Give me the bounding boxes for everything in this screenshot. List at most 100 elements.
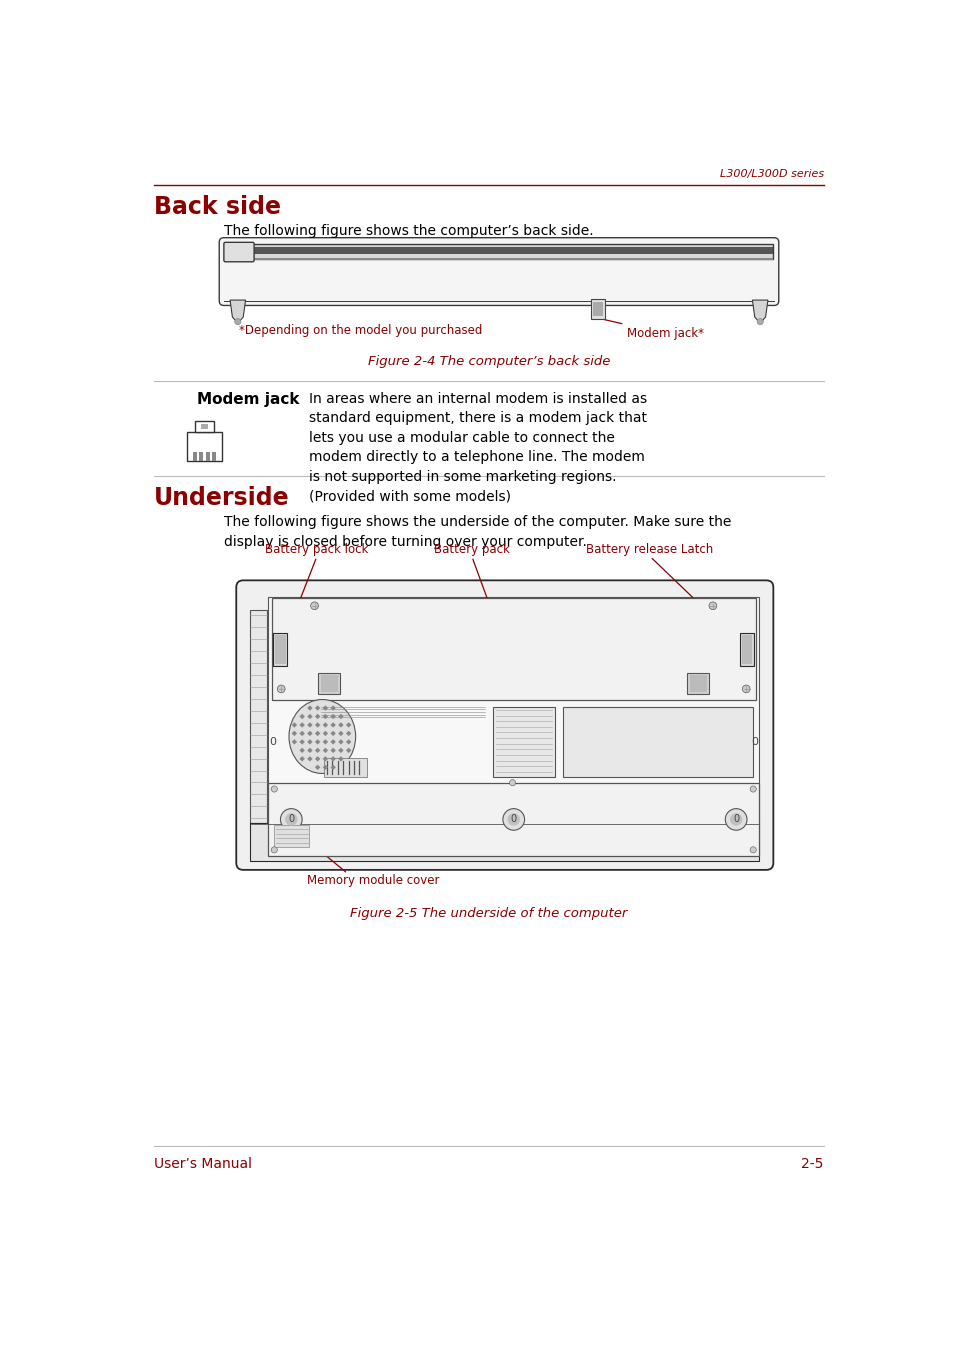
Polygon shape	[337, 730, 343, 735]
Polygon shape	[322, 730, 328, 735]
Bar	[201, 425, 208, 429]
Bar	[250, 610, 267, 823]
Bar	[187, 431, 221, 461]
Polygon shape	[292, 730, 296, 735]
Polygon shape	[322, 765, 328, 771]
Polygon shape	[322, 714, 328, 719]
Polygon shape	[330, 765, 335, 771]
Polygon shape	[307, 722, 313, 727]
Polygon shape	[330, 740, 335, 745]
Polygon shape	[299, 714, 305, 719]
Polygon shape	[299, 730, 305, 735]
Text: *Depending on the model you purchased: *Depending on the model you purchased	[239, 324, 482, 337]
Polygon shape	[346, 748, 351, 753]
Bar	[274, 635, 286, 664]
Polygon shape	[314, 714, 320, 719]
Polygon shape	[314, 740, 320, 745]
Polygon shape	[337, 748, 343, 753]
FancyBboxPatch shape	[219, 238, 778, 306]
Polygon shape	[346, 730, 351, 735]
Circle shape	[280, 808, 302, 830]
Polygon shape	[314, 748, 320, 753]
Circle shape	[749, 846, 756, 853]
Text: 0: 0	[732, 814, 739, 825]
Polygon shape	[322, 756, 328, 761]
Text: Figure 2-4 The computer’s back side: Figure 2-4 The computer’s back side	[367, 354, 610, 368]
Polygon shape	[230, 300, 245, 323]
Polygon shape	[307, 740, 313, 745]
Text: 0: 0	[288, 814, 294, 825]
Bar	[274, 825, 309, 846]
Text: Back side: Back side	[154, 195, 281, 219]
FancyBboxPatch shape	[224, 242, 253, 262]
Polygon shape	[337, 722, 343, 727]
Bar	[593, 301, 602, 316]
Text: Modem jack*: Modem jack*	[600, 319, 703, 339]
Text: Battery pack lock: Battery pack lock	[265, 544, 368, 557]
Bar	[272, 598, 755, 700]
Polygon shape	[314, 756, 320, 761]
Polygon shape	[307, 714, 313, 719]
Bar	[591, 299, 604, 319]
Polygon shape	[322, 706, 328, 711]
Text: The following figure shows the computer’s back side.: The following figure shows the computer’…	[224, 224, 593, 238]
Ellipse shape	[289, 699, 355, 773]
Bar	[562, 707, 753, 776]
Circle shape	[724, 808, 746, 830]
Circle shape	[285, 814, 297, 826]
Text: Figure 2-5 The underside of the computer: Figure 2-5 The underside of the computer	[350, 907, 627, 919]
Polygon shape	[292, 722, 296, 727]
Circle shape	[271, 846, 277, 853]
Polygon shape	[299, 722, 305, 727]
Polygon shape	[307, 756, 313, 761]
Polygon shape	[346, 722, 351, 727]
Text: User’s Manual: User’s Manual	[154, 1157, 252, 1171]
Bar	[199, 452, 203, 461]
Text: 0: 0	[750, 737, 758, 748]
Polygon shape	[330, 756, 335, 761]
Bar	[740, 634, 753, 665]
Circle shape	[509, 780, 516, 786]
Circle shape	[741, 685, 749, 692]
Circle shape	[708, 602, 716, 610]
Bar	[493, 707, 555, 776]
Bar	[740, 635, 752, 664]
Polygon shape	[322, 722, 328, 727]
Text: Underside: Underside	[154, 485, 290, 510]
Text: L300/L300D series: L300/L300D series	[719, 169, 822, 180]
Circle shape	[311, 602, 318, 610]
Text: Memory module cover: Memory module cover	[307, 873, 438, 887]
Bar	[323, 758, 367, 776]
Polygon shape	[299, 756, 305, 761]
Polygon shape	[330, 748, 335, 753]
Bar	[268, 783, 759, 856]
Polygon shape	[307, 730, 313, 735]
Text: The following figure shows the underside of the computer. Make sure the
display : The following figure shows the underside…	[224, 515, 731, 549]
Bar	[206, 452, 210, 461]
Polygon shape	[330, 706, 335, 711]
Bar	[225, 258, 772, 260]
Bar	[195, 420, 213, 431]
Polygon shape	[307, 748, 313, 753]
Polygon shape	[337, 756, 343, 761]
Bar	[225, 243, 772, 258]
Circle shape	[729, 814, 741, 826]
Polygon shape	[299, 740, 305, 745]
Circle shape	[234, 319, 241, 324]
Bar	[268, 596, 759, 823]
Text: Battery pack: Battery pack	[434, 544, 509, 557]
Text: 2-5: 2-5	[801, 1157, 822, 1171]
Bar	[193, 452, 197, 461]
Polygon shape	[299, 748, 305, 753]
Polygon shape	[337, 714, 343, 719]
Polygon shape	[330, 714, 335, 719]
Polygon shape	[330, 730, 335, 735]
Polygon shape	[292, 740, 296, 745]
Bar	[250, 823, 759, 861]
Circle shape	[271, 786, 277, 792]
Polygon shape	[752, 300, 767, 323]
Polygon shape	[330, 722, 335, 727]
Bar	[212, 452, 215, 461]
FancyBboxPatch shape	[236, 580, 773, 869]
Text: Modem jack: Modem jack	[196, 392, 299, 407]
